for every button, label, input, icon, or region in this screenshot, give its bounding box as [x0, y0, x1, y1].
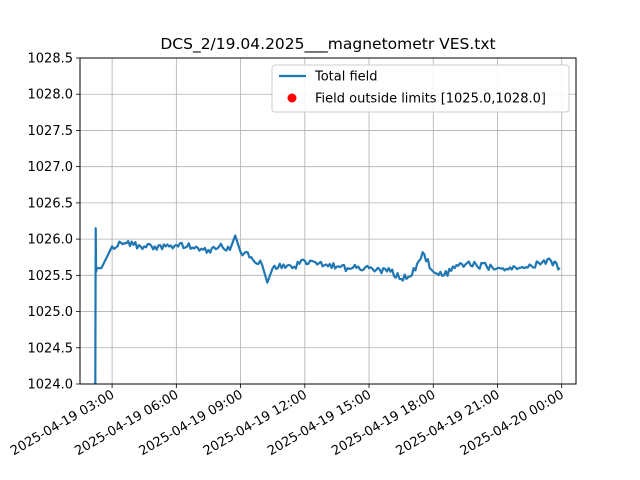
y-tick-label: 1024.0 — [28, 378, 74, 393]
y-tick-label: 1028.5 — [28, 52, 74, 67]
x-tick-label: 2025-04-19 09:00 — [137, 387, 246, 459]
x-tick-label: 2025-04-19 06:00 — [72, 387, 181, 459]
y-tick-label: 1025.0 — [28, 305, 74, 320]
chart-title: DCS_2/19.04.2025___magnetometr VES.txt — [160, 35, 495, 54]
x-tick-label: 2025-04-19 21:00 — [394, 387, 503, 459]
x-tick-label: 2025-04-19 03:00 — [8, 387, 117, 459]
y-tick-label: 1028.0 — [28, 88, 74, 103]
legend-dot-marker — [287, 93, 297, 103]
y-axis: 1024.0 1024.5 1025.0 1025.5 1026.0 1026.5 1027… — [28, 52, 80, 393]
plot-area — [79, 57, 577, 385]
x-tick-label: 2025-04-19 15:00 — [265, 387, 374, 459]
y-tick-label: 1027.5 — [28, 124, 74, 139]
legend-label: Field outside limits [1025.0,1028.0] — [315, 92, 546, 107]
series-layer — [94, 227, 561, 384]
x-tick-label: 2025-04-20 00:00 — [458, 387, 567, 459]
legend: Total field Field outside limits [1025.0,… — [271, 64, 570, 113]
y-tick-label: 1025.5 — [28, 269, 74, 284]
y-tick-label: 1026.5 — [28, 196, 74, 211]
series-line-total-field — [94, 227, 561, 384]
x-tick-label: 2025-04-19 18:00 — [329, 387, 438, 459]
legend-label: Total field — [314, 70, 378, 85]
x-tick-label: 2025-04-19 12:00 — [201, 387, 310, 459]
y-tick-label: 1024.5 — [28, 341, 74, 356]
y-tick-label: 1027.0 — [28, 160, 74, 175]
grid-lines — [80, 57, 576, 385]
legend-box — [271, 64, 570, 113]
y-tick-label: 1026.0 — [28, 233, 74, 248]
